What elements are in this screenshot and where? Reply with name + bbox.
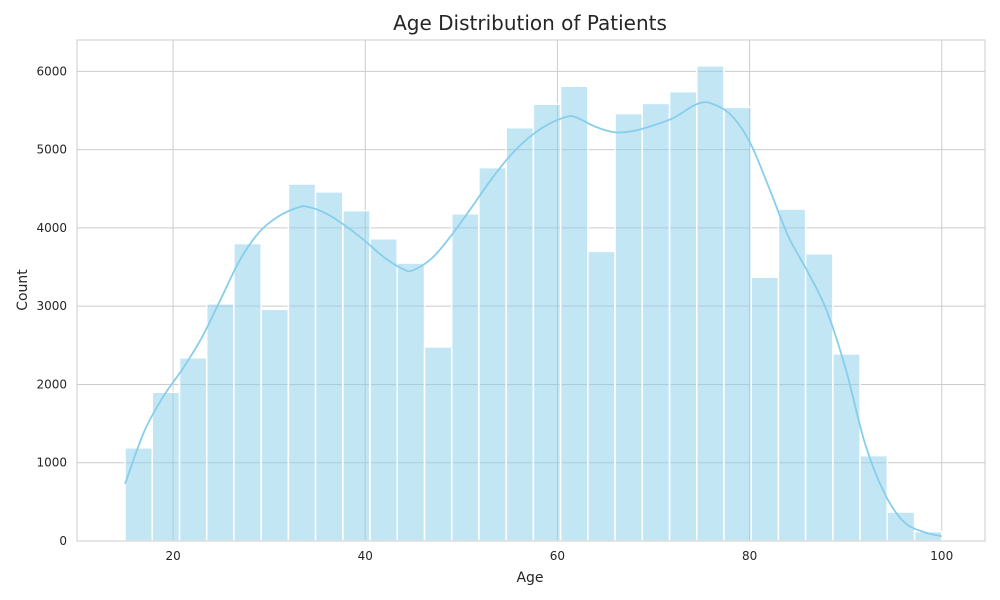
x-tick-labels: 20 40 60 80 100 [165, 549, 953, 563]
histogram-bar [287, 183, 317, 542]
kde-curve-group [124, 101, 942, 538]
histogram-bar [314, 191, 344, 542]
histogram-bar [205, 303, 235, 542]
histogram-bar [695, 65, 725, 542]
histogram-bar [478, 166, 507, 542]
histogram-bar [559, 85, 589, 542]
histogram-bar [505, 126, 535, 542]
histogram-bars [124, 65, 943, 542]
x-axis-label: Age [516, 570, 543, 586]
y-tick-label: 1000 [36, 456, 67, 470]
histogram-bar [614, 112, 644, 542]
histogram-bar [233, 242, 262, 542]
histogram-bar [124, 447, 153, 542]
y-tick-label: 0 [59, 534, 67, 548]
histogram-bar [777, 208, 807, 542]
x-tick-label: 20 [165, 549, 180, 563]
histogram-bar [750, 276, 780, 542]
histogram-bar [369, 238, 399, 542]
x-tick-label: 60 [550, 549, 565, 563]
y-tick-label: 4000 [36, 221, 67, 235]
histogram-bar [178, 357, 208, 542]
histogram-bar [587, 250, 616, 542]
histogram-bar [151, 391, 181, 542]
x-tick-label: 100 [930, 549, 953, 563]
y-tick-labels: 0 1000 2000 3000 4000 5000 6000 [36, 64, 67, 548]
histogram-bar [723, 106, 752, 542]
histogram-bar [641, 102, 671, 542]
plot-frame [76, 39, 986, 542]
y-tick-label: 3000 [36, 299, 67, 313]
histogram-bar [342, 209, 371, 542]
histogram-bar [532, 103, 562, 542]
histogram-bar [423, 346, 453, 542]
y-tick-label: 2000 [36, 377, 67, 391]
histogram-bar [832, 353, 861, 542]
x-tick-label: 80 [742, 549, 757, 563]
x-tick-label: 40 [358, 549, 373, 563]
histogram-bar [668, 90, 698, 542]
histogram-bar [804, 252, 834, 542]
histogram-bar [396, 262, 426, 542]
kde-line [124, 101, 942, 538]
histogram-bar [260, 308, 290, 542]
y-axis-label: Count [15, 269, 31, 311]
y-tick-label: 5000 [36, 143, 67, 157]
y-tick-label: 6000 [36, 64, 67, 78]
histogram-bar [450, 213, 480, 542]
chart-title: Age Distribution of Patients [393, 11, 667, 35]
